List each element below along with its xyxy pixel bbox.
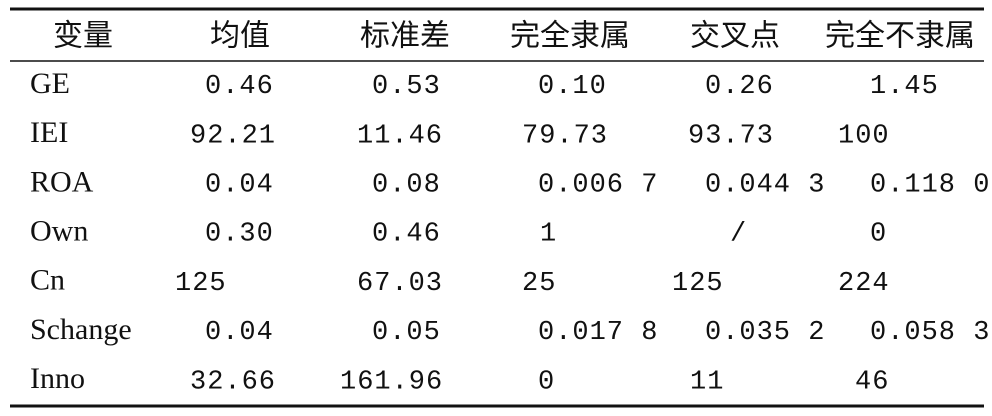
cell: 0.46: [205, 72, 274, 102]
cell: 224: [838, 269, 890, 299]
cell: 0.10: [538, 72, 607, 102]
cell: 0.26: [705, 72, 774, 102]
row-label: GE: [30, 67, 70, 100]
cell: 0.30: [205, 220, 274, 250]
cell: 25: [522, 269, 556, 299]
row-label: Inno: [30, 362, 85, 395]
cell: 0: [870, 220, 887, 250]
cell: 32.66: [190, 367, 276, 397]
cell: 46: [855, 367, 889, 397]
cell: 125: [672, 269, 724, 299]
header-cell: 完全不隶属: [825, 19, 975, 54]
cell: 0.04: [205, 171, 274, 201]
header-cell: 完全隶属: [510, 19, 630, 54]
cell: 0.05: [372, 318, 441, 348]
cell: 93.73: [688, 121, 774, 151]
header-cell: 均值: [210, 19, 270, 54]
cell: 125: [175, 269, 227, 299]
cell: 0.46: [372, 220, 441, 250]
cell: 161.96: [340, 367, 443, 397]
row-label: Schange: [30, 313, 132, 346]
cell: 11.46: [357, 121, 443, 151]
cell: 100: [838, 121, 890, 151]
cell: 0: [538, 367, 555, 397]
cell: 92.21: [190, 121, 276, 151]
header-cell: 变量: [53, 19, 113, 54]
cell: 0.044 3: [705, 171, 825, 201]
header-cell: 标准差: [360, 19, 450, 54]
row-label: Cn: [30, 264, 65, 297]
cell: 11: [690, 367, 724, 397]
cell: 1.45: [870, 72, 939, 102]
cell: 67.03: [357, 269, 443, 299]
header-cell: 交叉点: [690, 19, 780, 54]
cell: 0.035 2: [705, 318, 825, 348]
row-label: IEI: [30, 116, 68, 149]
cell: 0.118 0: [870, 171, 990, 201]
row-label: Own: [30, 214, 88, 247]
cell: /: [730, 220, 747, 250]
row-label: ROA: [30, 165, 94, 198]
cell: 79.73: [522, 121, 608, 151]
cell: 0.53: [372, 72, 441, 102]
cell: 0.006 7: [538, 171, 658, 201]
cell: 1: [540, 220, 557, 250]
cell: 0.08: [372, 171, 441, 201]
cell: 0.058 3: [870, 318, 990, 348]
cell: 0.04: [205, 318, 274, 348]
cell: 0.017 8: [538, 318, 658, 348]
